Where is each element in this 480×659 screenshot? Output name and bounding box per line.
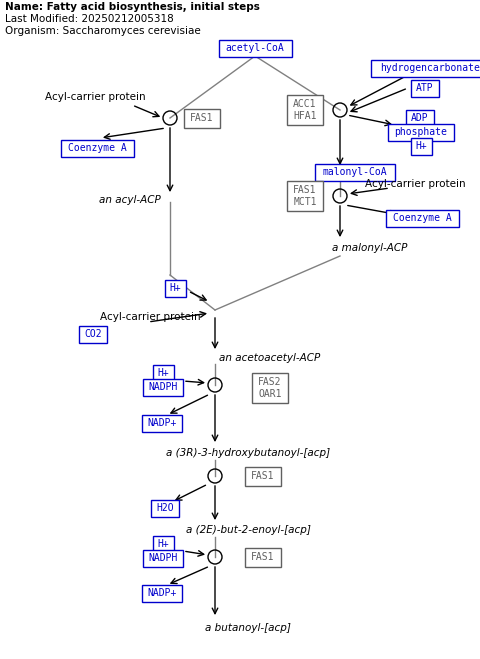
Text: acetyl-CoA: acetyl-CoA [226,43,284,53]
FancyBboxPatch shape [245,467,281,486]
FancyBboxPatch shape [142,415,182,432]
FancyBboxPatch shape [184,109,220,127]
Text: an acetoacetyl-ACP: an acetoacetyl-ACP [219,353,321,363]
Text: a butanoyl-[acp]: a butanoyl-[acp] [205,623,291,633]
FancyBboxPatch shape [245,548,281,567]
Text: a malonyl-ACP: a malonyl-ACP [332,243,408,253]
FancyBboxPatch shape [287,181,323,211]
FancyBboxPatch shape [60,140,133,156]
Text: FAS1: FAS1 [251,471,275,481]
FancyBboxPatch shape [252,373,288,403]
FancyBboxPatch shape [315,163,395,181]
Text: Acyl-carrier protein: Acyl-carrier protein [365,179,465,189]
Text: a (2E)-but-2-enoyl-[acp]: a (2E)-but-2-enoyl-[acp] [186,525,311,535]
Text: NADP+: NADP+ [147,418,177,428]
FancyBboxPatch shape [143,550,183,567]
Text: FAS1: FAS1 [251,552,275,562]
Text: H+: H+ [157,539,169,549]
Text: an acyl-ACP: an acyl-ACP [99,195,161,205]
Text: phosphate: phosphate [395,127,447,137]
Text: H2O: H2O [156,503,174,513]
Text: H+: H+ [415,141,427,151]
FancyBboxPatch shape [388,123,454,140]
FancyBboxPatch shape [287,95,323,125]
FancyBboxPatch shape [151,500,179,517]
Text: H+: H+ [157,368,169,378]
Text: Acyl-carrier protein: Acyl-carrier protein [45,92,145,102]
Text: FAS1
MCT1: FAS1 MCT1 [293,185,317,207]
FancyBboxPatch shape [385,210,458,227]
FancyBboxPatch shape [153,536,173,552]
Text: malonyl-CoA: malonyl-CoA [323,167,387,177]
Text: NADPH: NADPH [148,382,178,392]
Text: Acyl-carrier protein: Acyl-carrier protein [100,312,201,322]
Text: Coenzyme A: Coenzyme A [393,213,451,223]
Text: CO2: CO2 [84,329,102,339]
Text: FAS1: FAS1 [190,113,214,123]
Text: NADP+: NADP+ [147,588,177,598]
FancyBboxPatch shape [406,109,434,127]
FancyBboxPatch shape [79,326,107,343]
Text: Last Modified: 20250212005318: Last Modified: 20250212005318 [5,14,174,24]
FancyBboxPatch shape [371,59,480,76]
Text: Coenzyme A: Coenzyme A [68,143,126,153]
FancyBboxPatch shape [410,138,432,154]
FancyBboxPatch shape [411,80,439,96]
FancyBboxPatch shape [153,364,173,382]
Text: H+: H+ [169,283,181,293]
FancyBboxPatch shape [218,40,291,57]
Text: NADPH: NADPH [148,553,178,563]
Text: Name: Fatty acid biosynthesis, initial steps: Name: Fatty acid biosynthesis, initial s… [5,2,260,12]
FancyBboxPatch shape [143,378,183,395]
FancyBboxPatch shape [142,585,182,602]
Text: hydrogencarbonate: hydrogencarbonate [380,63,480,73]
Text: ADP: ADP [411,113,429,123]
Text: FAS2
OAR1: FAS2 OAR1 [258,377,282,399]
Text: ATP: ATP [416,83,434,93]
FancyBboxPatch shape [165,279,185,297]
Text: ACC1
HFA1: ACC1 HFA1 [293,100,317,121]
Text: a (3R)-3-hydroxybutanoyl-[acp]: a (3R)-3-hydroxybutanoyl-[acp] [166,448,330,458]
Text: Organism: Saccharomyces cerevisiae: Organism: Saccharomyces cerevisiae [5,26,201,36]
